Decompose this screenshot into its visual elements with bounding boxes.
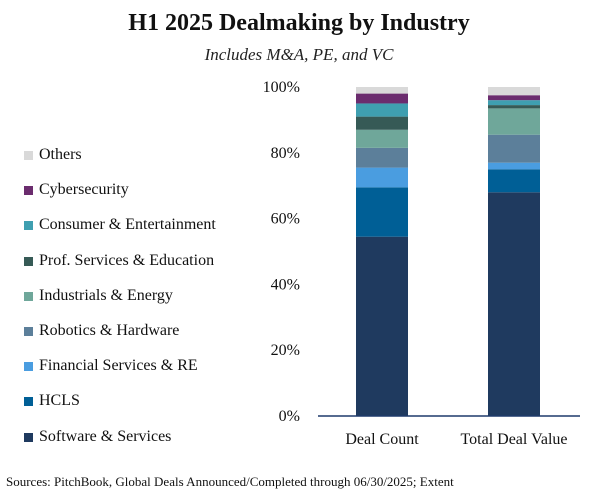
bar-segment-0-5 — [356, 116, 408, 130]
chart-subtitle: Includes M&A, PE, and VC — [204, 45, 394, 64]
x-category-label: Total Deal Value — [461, 431, 568, 448]
legend-label: HCLS — [39, 392, 80, 410]
legend-swatch — [24, 397, 33, 407]
bar-segment-1-0 — [488, 192, 540, 416]
legend-label: Consumer & Entertainment — [39, 216, 216, 234]
legend-swatch — [24, 362, 33, 372]
legend-swatch — [24, 327, 33, 336]
bar-segment-1-4 — [488, 108, 540, 135]
bar-segment-1-2 — [488, 162, 540, 170]
legend-label: Robotics & Hardware — [39, 322, 180, 339]
source-note: Sources: PitchBook, Global Deals Announc… — [6, 474, 454, 489]
bar-segment-1-5 — [488, 105, 540, 109]
legend-label: Software & Services — [39, 427, 172, 445]
legend-label: Others — [39, 146, 82, 163]
legend-swatch — [24, 432, 33, 442]
legend-swatch — [24, 151, 33, 160]
bar-segment-1-6 — [488, 100, 540, 106]
legend-swatch — [24, 256, 33, 266]
bar-segment-0-0 — [356, 236, 408, 416]
x-category-label: Deal Count — [345, 431, 419, 448]
y-tick-label: 60% — [271, 211, 300, 228]
y-tick-label: 40% — [271, 276, 300, 293]
bar-segment-0-2 — [356, 167, 408, 188]
bar-segment-0-8 — [356, 87, 408, 94]
legend-swatch — [24, 221, 33, 231]
y-tick-label: 80% — [271, 145, 300, 162]
bar-segment-1-1 — [488, 169, 540, 193]
legend-label: Cybersecurity — [39, 181, 129, 199]
bar-segment-0-3 — [356, 147, 408, 168]
legend-swatch — [24, 186, 33, 196]
legend-label: Prof. Services & Education — [39, 251, 215, 269]
bar-segment-0-4 — [356, 129, 408, 148]
bar-segment-1-8 — [488, 87, 540, 96]
bar-segment-1-7 — [488, 95, 540, 101]
chart-title: H1 2025 Dealmaking by Industry — [128, 10, 470, 36]
y-tick-label: 20% — [271, 342, 300, 359]
bar-segment-0-1 — [356, 187, 408, 237]
bar-segment-1-3 — [488, 134, 540, 163]
y-tick-label: 100% — [263, 79, 300, 96]
legend-label: Industrials & Energy — [39, 286, 173, 304]
y-tick-label: 0% — [279, 408, 300, 425]
legend-swatch — [24, 291, 33, 301]
bar-segment-0-7 — [356, 93, 408, 104]
bar-segment-0-6 — [356, 103, 408, 117]
legend-label: Financial Services & RE — [39, 357, 198, 375]
